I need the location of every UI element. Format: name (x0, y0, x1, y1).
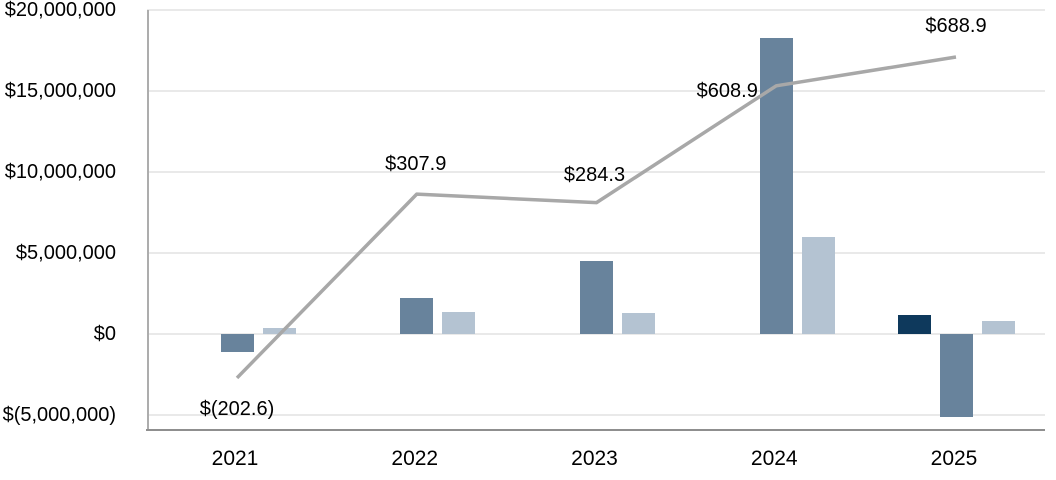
x-axis-tick-label-2024: 2024 (750, 447, 798, 470)
y-axis-tick-label: $15,000,000 (4, 80, 116, 102)
x-axis-tick-label-2022: 2022 (391, 447, 439, 470)
bar-navy-bars-2025 (897, 314, 931, 334)
bar-steel-blue-bars-2023 (580, 261, 613, 334)
y-axis-tick-label: $0 (93, 323, 116, 345)
bar-steel-blue-bars-2022 (400, 298, 434, 334)
y-axis-tick-label: $5,000,000 (15, 242, 116, 264)
x-axis-line (146, 429, 1045, 431)
bar-light-blue-bars-2025 (981, 321, 1015, 334)
bar-light-blue-bars-2022 (442, 312, 476, 334)
gridline (147, 414, 1045, 416)
y-axis-line (147, 10, 149, 430)
gridline (147, 90, 1045, 92)
line-data-label-2021: $(202.6) (199, 397, 275, 420)
y-axis-tick-label: $(5,000,000) (2, 404, 116, 426)
bar-steel-blue-bars-2021 (220, 334, 254, 352)
bar-steel-blue-bars-2025 (939, 334, 973, 417)
x-axis-tick-label-2025: 2025 (930, 447, 978, 470)
bar-light-blue-bars-2023 (622, 312, 655, 334)
line-data-label-2024: $608.9 (696, 79, 758, 102)
bar-light-blue-bars-2024 (801, 236, 835, 334)
x-axis-tick-label-2021: 2021 (211, 447, 259, 470)
y-axis-tick-label: $10,000,000 (4, 161, 116, 183)
x-axis-tick-label-2023: 2023 (571, 447, 618, 470)
bar-steel-blue-bars-2024 (759, 37, 793, 334)
line-data-label-2023: $284.3 (563, 163, 626, 186)
gridline (147, 9, 1045, 11)
line-data-label-2025: $688.9 (925, 14, 987, 37)
line-data-label-2022: $307.9 (385, 153, 447, 176)
bar-light-blue-bars-2021 (262, 327, 296, 334)
y-axis-tick-label: $20,000,000 (4, 0, 116, 21)
gridline (147, 252, 1045, 254)
